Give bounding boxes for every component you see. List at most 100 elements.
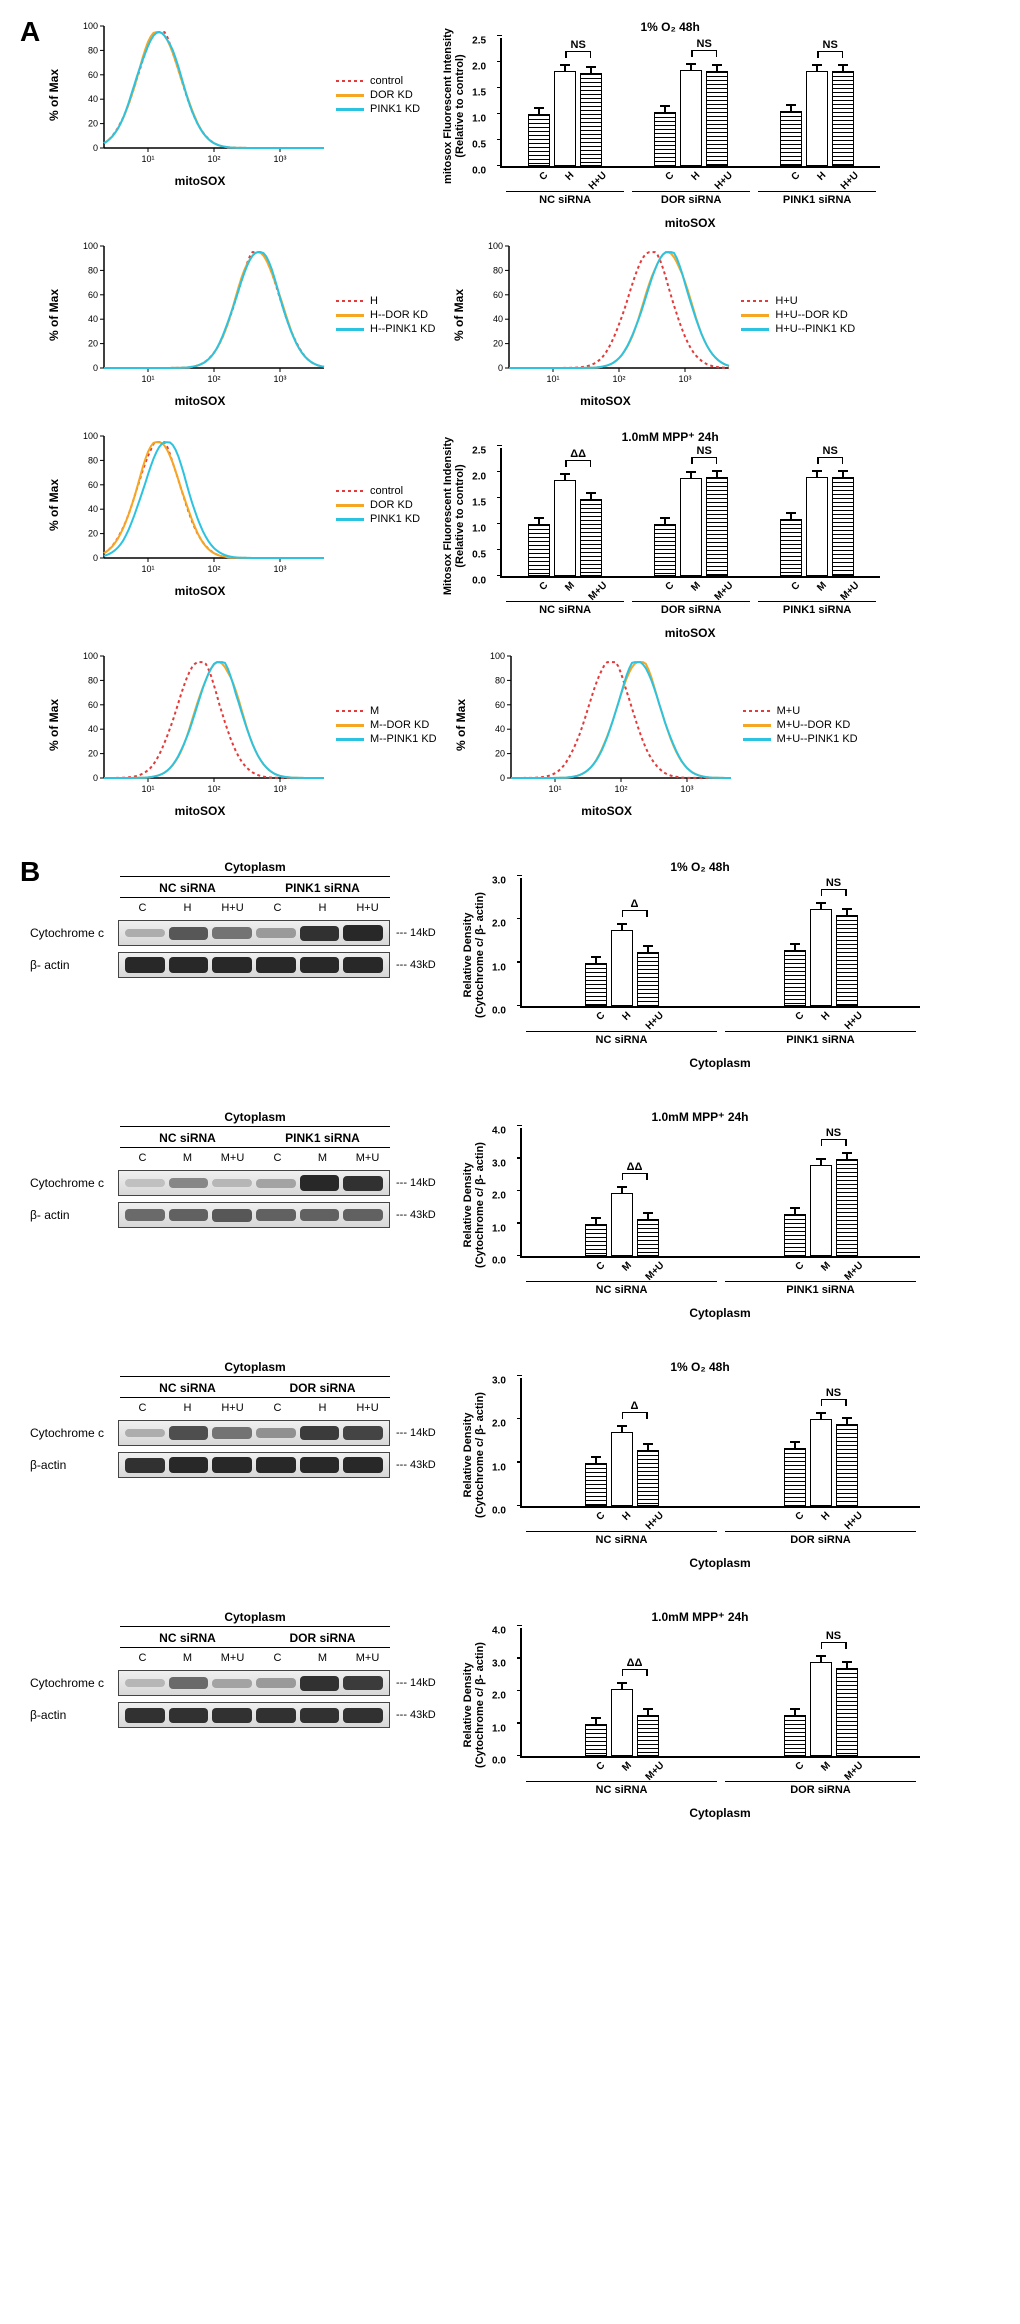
blot-panel: Cytoplasm NC siRNA DOR siRNA CMM+UCMM+U …: [30, 1610, 990, 1820]
legend-label: control: [370, 485, 403, 497]
legend-label: M+U--PINK1 KD: [777, 733, 858, 745]
bar: H+U: [637, 952, 659, 1006]
sig-bracket: [821, 889, 847, 895]
blot-row: β- actin --- 43kD: [30, 952, 450, 978]
chart-title: 1.0mM MPP⁺ 24h: [480, 1610, 920, 1624]
sig-bracket: [622, 1669, 648, 1675]
svg-text:10²: 10²: [207, 154, 220, 164]
blot-row-label: β-actin: [30, 1458, 118, 1472]
svg-text:10³: 10³: [273, 374, 286, 384]
lane-label: C: [255, 1402, 300, 1414]
bar-label: M+U: [842, 1260, 865, 1283]
chart-xlabel: Cytoplasm: [520, 1806, 920, 1820]
legend-item: DOR KD: [336, 499, 420, 511]
bar-group: C M M+U NS PINK1 siRNA: [754, 448, 880, 576]
legend: control DOR KD PINK1 KD: [336, 73, 420, 117]
blot-row-label: β- actin: [30, 1208, 118, 1222]
sig-bracket: [622, 1412, 648, 1418]
hist-ylabel: % of Max: [47, 699, 61, 751]
flow-histogram: 02040608010010¹10²10³ % of Max mitoSOX: [70, 650, 330, 800]
bar-label: M: [819, 1260, 833, 1274]
svg-text:0: 0: [93, 363, 98, 373]
bar-label: C: [793, 1760, 806, 1773]
chart-plot: 0.0 1.0 2.0 3.0 C H: [520, 1378, 920, 1508]
svg-text:40: 40: [88, 314, 98, 324]
svg-text:60: 60: [88, 700, 98, 710]
panel-b: B Cytoplasm NC siRNA PINK1 siRNA CHH+UCH…: [30, 860, 990, 1820]
blot-band: [343, 925, 383, 941]
group-underline: [725, 1281, 916, 1283]
bar: M: [810, 1165, 832, 1256]
sig-label: NS: [826, 1387, 841, 1399]
blot-band: [343, 1209, 383, 1222]
error-bar: [538, 107, 540, 115]
bar-label: C: [594, 1510, 607, 1523]
legend-swatch: [336, 710, 364, 712]
legend-label: H+U--PINK1 KD: [775, 323, 855, 335]
blot-subgroup: PINK1 siRNA: [255, 1131, 390, 1148]
bar: H: [611, 1432, 633, 1506]
lane-label: C: [255, 902, 300, 914]
bar: H+U: [836, 915, 858, 1006]
bar: M+U: [637, 1715, 659, 1756]
blot-row: Cytochrome c --- 14kD: [30, 1420, 450, 1446]
bar: C: [780, 519, 802, 576]
blot-band: [256, 1179, 296, 1188]
legend-label: M--DOR KD: [370, 719, 429, 731]
group-label: DOR siRNA: [790, 1784, 851, 1796]
blot-header: Cytoplasm: [120, 860, 390, 877]
bar-chart: 1.0mM MPP⁺ 24h Relative Density(Cytochro…: [480, 1610, 920, 1820]
blot-band: [212, 1457, 252, 1473]
blot-subgroup: DOR siRNA: [255, 1381, 390, 1398]
svg-text:10²: 10²: [614, 784, 627, 794]
legend-swatch: [743, 738, 771, 741]
blot-row: β-actin --- 43kD: [30, 1702, 450, 1728]
bar-label: C: [538, 170, 551, 183]
svg-text:100: 100: [83, 241, 98, 251]
group-label: PINK1 siRNA: [783, 604, 851, 616]
legend: M M--DOR KD M--PINK1 KD: [336, 703, 437, 747]
svg-text:10²: 10²: [207, 564, 220, 574]
bar-label: C: [538, 580, 551, 593]
blot-band: [212, 1427, 252, 1439]
sig-label: NS: [823, 445, 838, 457]
blot-band: [169, 1677, 209, 1689]
blot-band: [256, 1209, 296, 1222]
error-bar: [846, 1417, 848, 1425]
error-bar: [820, 1412, 822, 1420]
legend-label: H: [370, 295, 378, 307]
bar-label: M: [620, 1260, 634, 1274]
hist-ylabel: % of Max: [454, 699, 468, 751]
blot-band: [212, 1209, 252, 1222]
blot-subgroup: NC siRNA: [120, 881, 255, 898]
legend-label: M--PINK1 KD: [370, 733, 437, 745]
flow-histogram: 02040608010010¹10²10³ % of Max mitoSOX: [475, 240, 735, 390]
svg-text:100: 100: [83, 431, 98, 441]
legend-swatch: [336, 94, 364, 97]
svg-text:80: 80: [495, 675, 505, 685]
svg-text:10³: 10³: [273, 564, 286, 574]
bar-group: C H H+U NS NC siRNA: [502, 38, 628, 166]
svg-text:100: 100: [490, 651, 505, 661]
chart-ylabel: Relative Density(Cytochrome c/ β- actin): [462, 892, 486, 1018]
error-bar: [595, 1217, 597, 1225]
blot-band: [169, 1708, 209, 1723]
legend-label: H--PINK1 KD: [370, 323, 435, 335]
error-bar: [595, 1717, 597, 1725]
bar-group: C H H+U Δ NC siRNA: [522, 1378, 721, 1506]
bar: M: [810, 1662, 832, 1756]
blot-band: [300, 1457, 340, 1473]
blot-mw: --- 14kD: [396, 1177, 450, 1189]
blot-strip: [118, 952, 390, 978]
sig-bracket: [691, 457, 717, 463]
bar: H+U: [832, 71, 854, 166]
legend-label: PINK1 KD: [370, 513, 420, 525]
group-label: PINK1 siRNA: [786, 1034, 854, 1046]
blot-subheader: NC siRNA PINK1 siRNA: [120, 881, 390, 898]
error-bar: [647, 945, 649, 953]
legend-swatch: [741, 328, 769, 331]
legend-item: DOR KD: [336, 89, 420, 101]
bar-label: M+U: [643, 1260, 666, 1283]
bar: H: [806, 71, 828, 166]
blot-mw: --- 43kD: [396, 1459, 450, 1471]
